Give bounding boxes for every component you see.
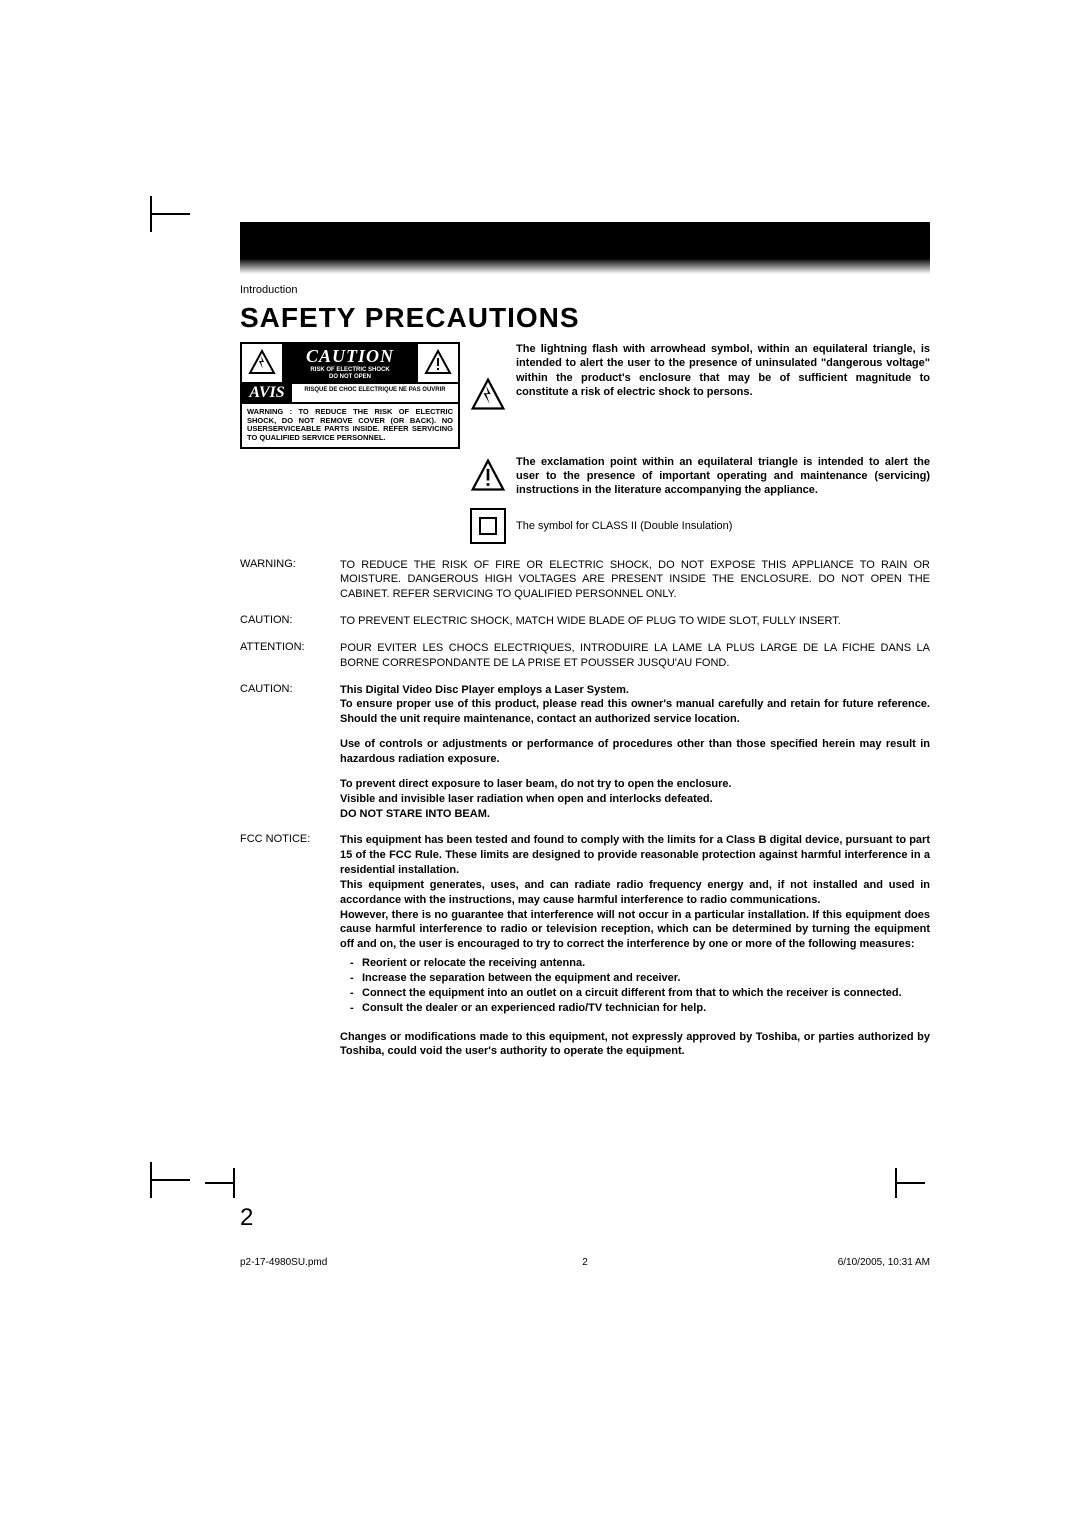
caution2-p4: To prevent direct exposure to laser beam… bbox=[340, 777, 930, 792]
crop-mark bbox=[205, 1168, 235, 1198]
fcc-label: FCC NOTICE: bbox=[240, 833, 340, 1059]
caution2-p6: DO NOT STARE INTO BEAM. bbox=[340, 807, 930, 822]
footer-datetime: 6/10/2005, 10:31 AM bbox=[838, 1257, 930, 1268]
risk-line: RISK OF ELECTRIC SHOCK bbox=[282, 367, 418, 374]
exclaim-description: The exclamation point within an equilate… bbox=[516, 455, 930, 498]
lightning-icon bbox=[470, 342, 506, 449]
caution-body-text: WARNING : TO REDUCE THE RISK OF ELECTRIC… bbox=[242, 404, 458, 447]
exclamation-icon bbox=[418, 344, 458, 382]
lightning-description: The lightning flash with arrowhead symbo… bbox=[516, 342, 930, 449]
page-number: 2 bbox=[240, 1204, 253, 1232]
warning-label: WARNING: bbox=[240, 558, 340, 603]
risk-line: DO NOT OPEN bbox=[282, 374, 418, 381]
exclamation-icon bbox=[470, 456, 506, 496]
caution2-label: CAUTION: bbox=[240, 683, 340, 822]
fcc-b3: Connect the equipment into an outlet on … bbox=[362, 986, 902, 1001]
fcc-p2: This equipment generates, uses, and can … bbox=[340, 878, 930, 908]
caution-label: CAUTION: bbox=[240, 614, 340, 629]
warning-body: TO REDUCE THE RISK OF FIRE OR ELECTRIC S… bbox=[340, 558, 930, 603]
fcc-b1: Reorient or relocate the receiving anten… bbox=[362, 956, 585, 971]
caution-row: CAUTION RISK OF ELECTRIC SHOCK DO NOT OP… bbox=[240, 342, 930, 449]
lightning-icon bbox=[242, 344, 282, 382]
fcc-b4: Consult the dealer or an experienced rad… bbox=[362, 1001, 706, 1016]
caution-word: CAUTION bbox=[282, 346, 418, 367]
fcc-p3: However, there is no guarantee that inte… bbox=[340, 908, 930, 953]
fcc-p4: Changes or modifications made to this eq… bbox=[340, 1030, 930, 1060]
footer: p2-17-4980SU.pmd 2 6/10/2005, 10:31 AM bbox=[240, 1257, 930, 1268]
fcc-p1: This equipment has been tested and found… bbox=[340, 833, 930, 878]
class2-icon bbox=[470, 508, 506, 544]
page-content: Introduction SAFETY PRECAUTIONS CAUTION … bbox=[240, 222, 930, 1071]
section-label: Introduction bbox=[240, 284, 930, 296]
class2-description: The symbol for CLASS II (Double Insulati… bbox=[516, 520, 732, 532]
fcc-b2: Increase the separation between the equi… bbox=[362, 971, 681, 986]
caution2-p3: Use of controls or adjustments or perfor… bbox=[340, 737, 930, 767]
caution2-body: This Digital Video Disc Player employs a… bbox=[340, 683, 930, 822]
caution2-p5: Visible and invisible laser radiation wh… bbox=[340, 792, 930, 807]
exclaim-row: The exclamation point within an equilate… bbox=[470, 455, 930, 498]
page-heading: SAFETY PRECAUTIONS bbox=[240, 302, 930, 334]
crop-mark bbox=[150, 1162, 190, 1198]
attention-body: POUR EVITER LES CHOCS ELECTRIQUES, INTRO… bbox=[340, 641, 930, 671]
fcc-bullets: -Reorient or relocate the receiving ante… bbox=[350, 956, 930, 1015]
caution-label-box: CAUTION RISK OF ELECTRIC SHOCK DO NOT OP… bbox=[240, 342, 460, 449]
avis-word: AVIS bbox=[242, 384, 292, 402]
crop-mark bbox=[895, 1168, 925, 1198]
fcc-body: This equipment has been tested and found… bbox=[340, 833, 930, 1059]
caution-body: TO PREVENT ELECTRIC SHOCK, MATCH WIDE BL… bbox=[340, 614, 930, 629]
caution2-p1: This Digital Video Disc Player employs a… bbox=[340, 683, 930, 698]
attention-label: ATTENTION: bbox=[240, 641, 340, 671]
caution2-p2: To ensure proper use of this product, pl… bbox=[340, 697, 930, 727]
footer-file: p2-17-4980SU.pmd bbox=[240, 1257, 327, 1268]
footer-page: 2 bbox=[582, 1257, 588, 1268]
class2-row: The symbol for CLASS II (Double Insulati… bbox=[470, 508, 930, 544]
crop-mark bbox=[150, 196, 190, 232]
definitions: WARNING: TO REDUCE THE RISK OF FIRE OR E… bbox=[240, 558, 930, 1060]
avis-text: RISQUE DE CHOC ELECTRIQUE NE PAS OUVRIR bbox=[292, 384, 458, 402]
header-band bbox=[240, 222, 930, 274]
